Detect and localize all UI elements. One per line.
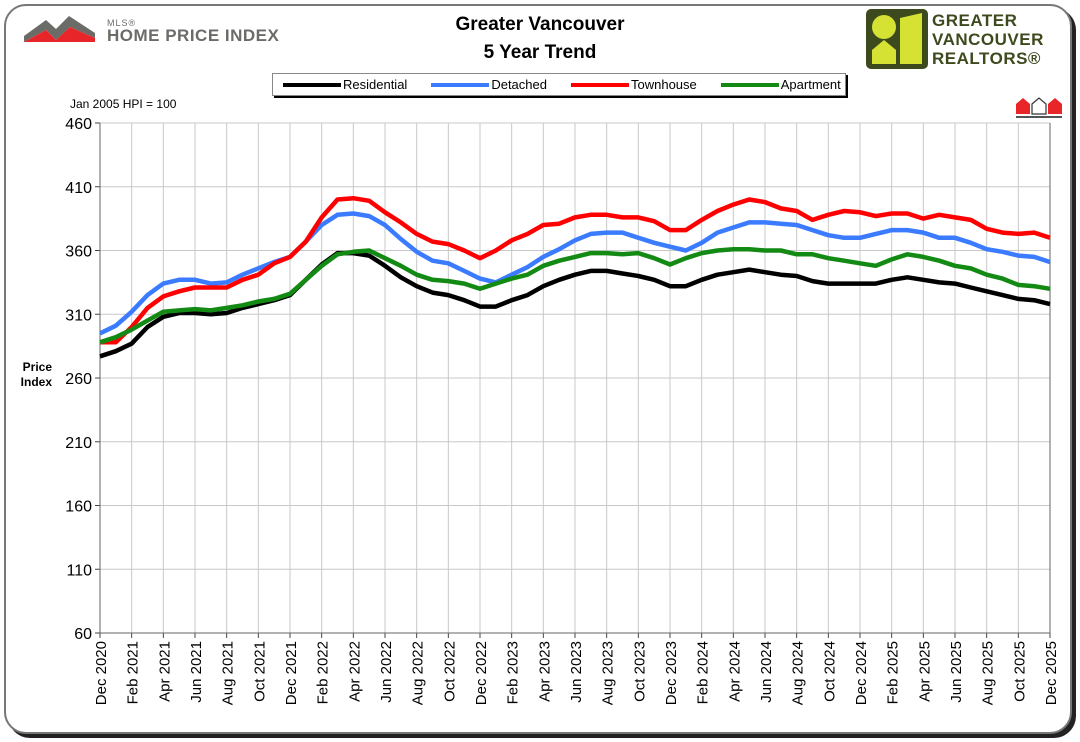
series-line-detached bbox=[99, 211, 1051, 336]
logo-big-text: HOME PRICE INDEX bbox=[107, 26, 280, 45]
x-tick-label: Apr 2025 bbox=[916, 641, 933, 702]
y-tick-label: 210 bbox=[65, 435, 92, 452]
x-tick-label: Jun 2023 bbox=[568, 641, 585, 703]
series-line-residential bbox=[99, 250, 1051, 359]
chart-title-line2: 5 Year Trend bbox=[483, 42, 597, 63]
mls-badge-icon bbox=[1016, 97, 1062, 118]
x-tick-label: Dec 2024 bbox=[853, 641, 870, 705]
chart-title-line1: Greater Vancouver bbox=[455, 14, 625, 35]
legend-item-townhouse: Townhouse bbox=[570, 77, 697, 92]
legend-swatch bbox=[283, 82, 341, 87]
x-tick-label: Oct 2025 bbox=[1011, 641, 1028, 702]
x-tick-label: Feb 2021 bbox=[125, 641, 142, 704]
y-tick-label: 260 bbox=[65, 371, 92, 388]
legend-label: Apartment bbox=[780, 77, 841, 92]
x-tick-label: Oct 2022 bbox=[441, 641, 458, 702]
x-tick-label: Oct 2023 bbox=[631, 641, 648, 702]
x-tick-label: Apr 2024 bbox=[726, 641, 743, 702]
logo-small-text: MLS® bbox=[107, 18, 137, 28]
y-tick-label: 360 bbox=[65, 244, 92, 261]
legend-item-apartment: Apartment bbox=[720, 77, 841, 92]
x-tick-label: Aug 2025 bbox=[980, 641, 997, 705]
y-axis-label-word: Price bbox=[22, 360, 52, 374]
base-note: Jan 2005 HPI = 100 bbox=[70, 97, 177, 111]
x-tick-label: Oct 2021 bbox=[251, 641, 268, 702]
x-tick-label: Aug 2022 bbox=[410, 641, 427, 705]
x-tick-label: Jun 2024 bbox=[758, 641, 775, 703]
gvr-line3: REALTORS® bbox=[932, 49, 1041, 68]
y-tick-label: 460 bbox=[65, 116, 92, 133]
x-tick-label: Aug 2023 bbox=[600, 641, 617, 705]
legend-swatch bbox=[570, 82, 629, 87]
x-tick-label: Feb 2025 bbox=[885, 641, 902, 704]
x-tick-label: Apr 2021 bbox=[156, 641, 173, 702]
legend-item-residential: Residential bbox=[283, 77, 407, 92]
x-tick-label: Oct 2024 bbox=[821, 641, 838, 702]
legend-swatch bbox=[431, 82, 490, 87]
x-tick-label: Feb 2023 bbox=[505, 641, 522, 704]
x-tick-label: Feb 2022 bbox=[315, 641, 332, 704]
gvr-logo-text: GREATER VANCOUVER REALTORS® bbox=[932, 11, 1044, 68]
y-tick-label: 60 bbox=[74, 626, 92, 643]
chart-frame bbox=[4, 4, 1072, 734]
x-tick-label: Dec 2025 bbox=[1043, 641, 1060, 705]
x-tick-label: Feb 2024 bbox=[695, 641, 712, 704]
x-tick-label: Apr 2023 bbox=[536, 641, 553, 702]
gvr-line2: VANCOUVER bbox=[932, 30, 1044, 49]
x-tick-label: Jun 2021 bbox=[188, 641, 205, 703]
legend-swatch bbox=[720, 82, 779, 87]
gvr-line1: GREATER bbox=[932, 11, 1018, 30]
series-line-townhouse bbox=[100, 195, 1051, 345]
hpi-logo-icon bbox=[24, 16, 95, 42]
series-line-apartment bbox=[99, 246, 1051, 345]
legend-label: Townhouse bbox=[630, 77, 697, 92]
x-tick-label: Jun 2022 bbox=[378, 641, 395, 703]
hpi-logo-text: MLS® HOME PRICE INDEX bbox=[107, 18, 279, 46]
x-tick-label: Jun 2025 bbox=[948, 641, 965, 703]
x-tick-label: Dec 2023 bbox=[663, 641, 680, 705]
legend-label: Residential bbox=[343, 77, 408, 92]
x-tick-label: Apr 2022 bbox=[346, 641, 363, 702]
y-axis-label-word: Index bbox=[20, 375, 52, 389]
legend-item-detached: Detached bbox=[431, 77, 547, 92]
legend: Residential Detached Townhouse Apartment bbox=[272, 73, 846, 96]
y-tick-label: 310 bbox=[65, 307, 92, 324]
x-tick-label: Dec 2020 bbox=[93, 641, 110, 705]
y-tick-label: 110 bbox=[66, 562, 92, 579]
y-axis-label: Price Index bbox=[14, 360, 52, 390]
gvr-logo-icon bbox=[866, 9, 928, 69]
x-tick-label: Dec 2022 bbox=[473, 641, 490, 705]
y-tick-label: 160 bbox=[65, 499, 92, 516]
x-tick-label: Aug 2024 bbox=[790, 641, 807, 705]
x-tick-label: Aug 2021 bbox=[220, 641, 237, 705]
legend-label: Detached bbox=[491, 77, 547, 92]
x-tick-label: Dec 2021 bbox=[283, 641, 300, 705]
y-tick-label: 410 bbox=[65, 180, 92, 197]
